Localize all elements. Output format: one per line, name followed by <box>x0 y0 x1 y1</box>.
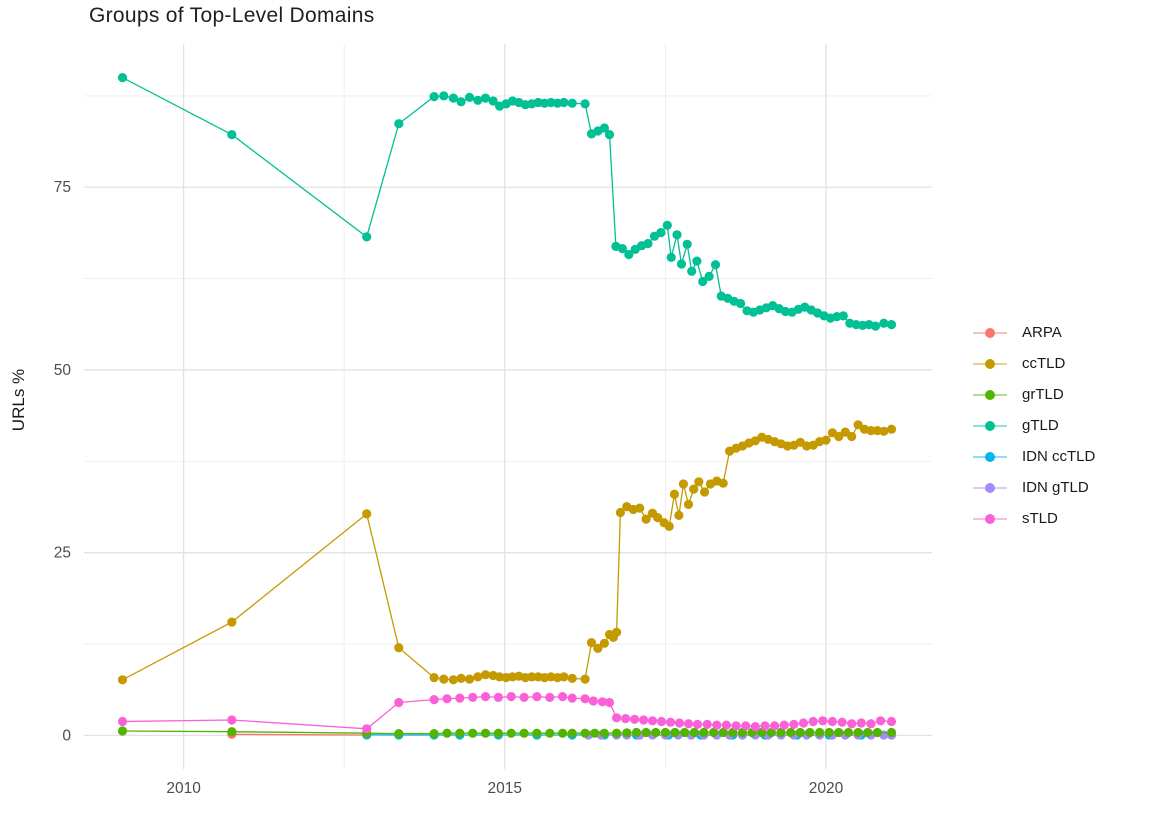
legend-key-icon <box>973 479 1007 497</box>
legend-item-gtld: gTLD <box>973 410 1095 441</box>
x-tick-label-2020: 2020 <box>809 780 844 797</box>
axis-tick-labels: 0 25 50 75 2010 2015 2020 <box>54 179 844 797</box>
series-grtld <box>117 726 897 739</box>
series-stld <box>117 692 897 734</box>
legend-label: sTLD <box>1022 510 1058 527</box>
legend-label: gTLD <box>1022 417 1059 434</box>
chart-title: Groups of Top-Level Domains <box>89 4 375 27</box>
legend-key-icon <box>973 324 1007 342</box>
legend-item-cctld: ccTLD <box>973 348 1095 379</box>
y-tick-label-25: 25 <box>54 545 71 562</box>
gridlines-minor <box>84 44 932 769</box>
gridlines-major <box>84 44 932 769</box>
legend-item-idn-cctld: IDN ccTLD <box>973 441 1095 472</box>
legend-label: ARPA <box>1022 324 1062 341</box>
legend-item-arpa: ARPA <box>973 317 1095 348</box>
legend-key-icon <box>973 386 1007 404</box>
y-tick-label-50: 50 <box>54 362 72 379</box>
x-tick-label-2010: 2010 <box>166 780 201 797</box>
legend-item-grtld: grTLD <box>973 379 1095 410</box>
legend-key-icon <box>973 417 1007 435</box>
legend-label: ccTLD <box>1022 355 1066 372</box>
y-tick-label-0: 0 <box>62 727 71 744</box>
legend-key-icon <box>973 448 1007 466</box>
legend-key-icon <box>973 355 1007 373</box>
legend-label: IDN ccTLD <box>1022 448 1096 465</box>
legend-label: grTLD <box>1022 386 1064 403</box>
series-line-gtld <box>122 77 892 327</box>
legend-item-stld: sTLD <box>973 503 1095 534</box>
legend-label: IDN gTLD <box>1022 479 1089 496</box>
series-arpa <box>227 729 372 740</box>
legend: ARPA ccTLD grTLD gTLD IDN ccTLD IDN gTLD sTLD <box>973 317 1095 534</box>
legend-item-idn-gtld: IDN gTLD <box>973 472 1095 503</box>
series-gtld <box>117 73 897 331</box>
x-tick-label-2015: 2015 <box>488 780 522 797</box>
series-cctld <box>117 420 897 685</box>
y-tick-label-75: 75 <box>54 179 71 196</box>
y-axis-title: URLs % <box>9 368 28 432</box>
legend-key-icon <box>973 510 1007 528</box>
series-line-arpa <box>231 733 367 736</box>
